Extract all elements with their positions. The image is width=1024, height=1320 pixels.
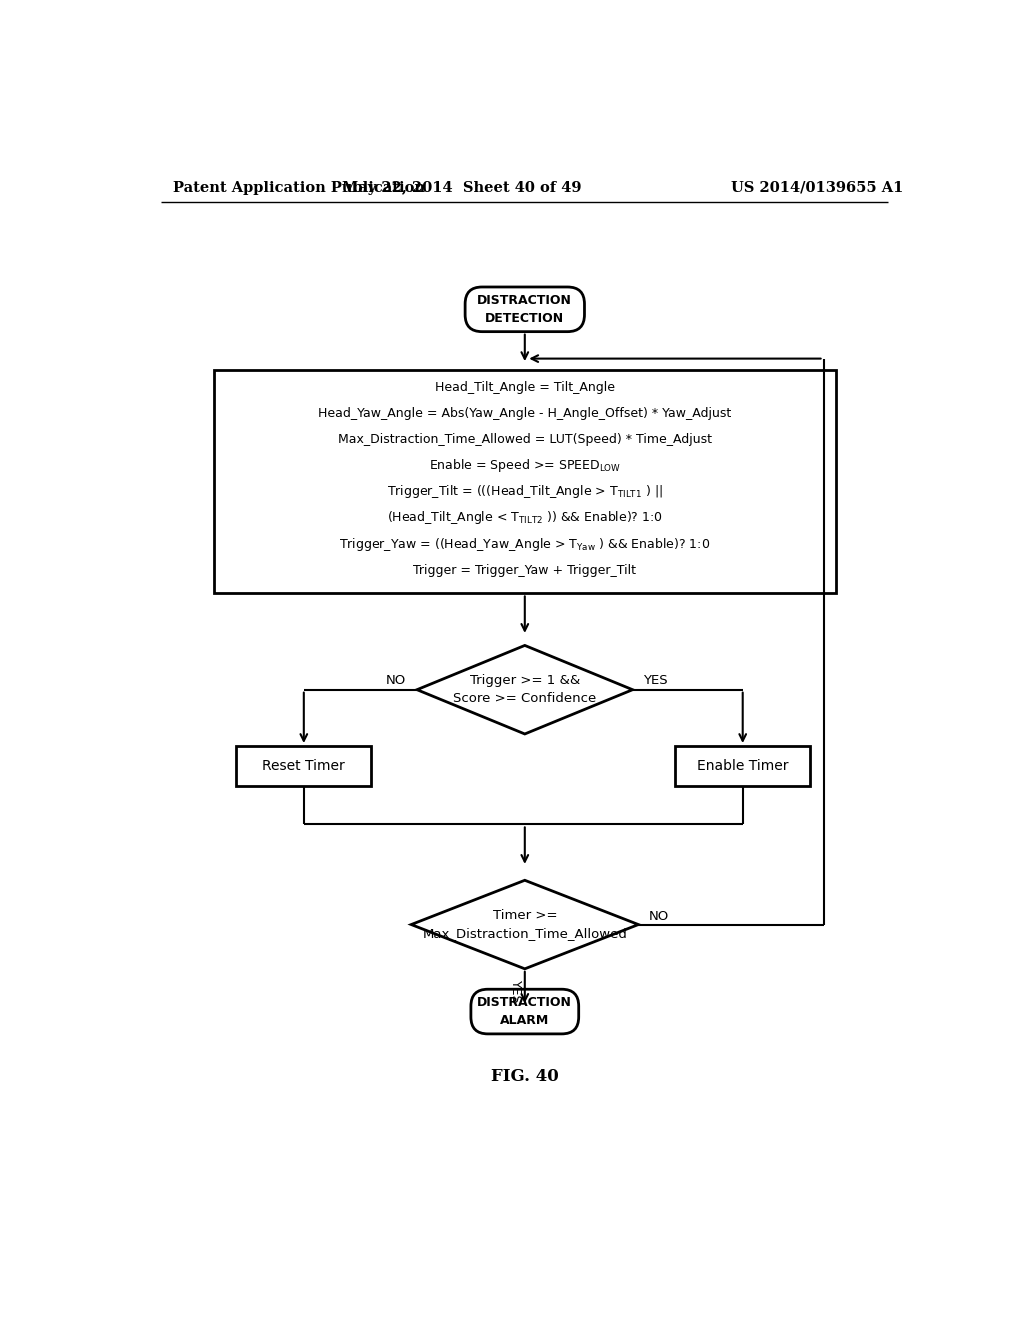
Polygon shape: [412, 880, 638, 969]
Text: (Head_Tilt_Angle < T$_{\mathregular{TILT2}}$ )) && Enable)? 1:0: (Head_Tilt_Angle < T$_{\mathregular{TILT…: [387, 510, 663, 527]
Text: Trigger = Trigger_Yaw + Trigger_Tilt: Trigger = Trigger_Yaw + Trigger_Tilt: [414, 564, 636, 577]
Text: Reset Timer: Reset Timer: [262, 759, 345, 774]
Text: Trigger >= 1 &&
Score >= Confidence: Trigger >= 1 && Score >= Confidence: [454, 675, 596, 705]
Text: Trigger_Tilt = (((Head_Tilt_Angle > T$_{\mathregular{TILT1}}$ ) ||: Trigger_Tilt = (((Head_Tilt_Angle > T$_{…: [387, 483, 663, 500]
Text: Timer >=
Max_Distraction_Time_Allowed: Timer >= Max_Distraction_Time_Allowed: [422, 909, 628, 940]
Text: Enable = Speed >= SPEED$_{\mathregular{LOW}}$: Enable = Speed >= SPEED$_{\mathregular{L…: [429, 457, 621, 474]
Text: Trigger_Yaw = ((Head_Yaw_Angle > T$_{\mathregular{Yaw}}$ ) && Enable)? 1:0: Trigger_Yaw = ((Head_Yaw_Angle > T$_{\ma…: [339, 536, 711, 553]
Bar: [676, 746, 810, 785]
Text: YES: YES: [509, 981, 522, 1005]
Text: Enable Timer: Enable Timer: [697, 759, 788, 774]
Text: Head_Tilt_Angle = Tilt_Angle: Head_Tilt_Angle = Tilt_Angle: [435, 380, 614, 393]
Bar: [214, 370, 836, 594]
Text: DISTRACTION
ALARM: DISTRACTION ALARM: [477, 997, 572, 1027]
Text: NO: NO: [649, 911, 670, 924]
Text: Max_Distraction_Time_Allowed = LUT(Speed) * Time_Adjust: Max_Distraction_Time_Allowed = LUT(Speed…: [338, 433, 712, 446]
FancyBboxPatch shape: [471, 989, 579, 1034]
Text: DISTRACTION
DETECTION: DISTRACTION DETECTION: [477, 294, 572, 325]
Text: Head_Yaw_Angle = Abs(Yaw_Angle - H_Angle_Offset) * Yaw_Adjust: Head_Yaw_Angle = Abs(Yaw_Angle - H_Angle…: [318, 407, 731, 420]
Polygon shape: [417, 645, 633, 734]
Bar: [237, 746, 371, 785]
Text: US 2014/0139655 A1: US 2014/0139655 A1: [731, 181, 903, 194]
FancyBboxPatch shape: [465, 286, 585, 331]
Text: Patent Application Publication: Patent Application Publication: [173, 181, 425, 194]
Text: NO: NO: [386, 675, 407, 686]
Text: May 22, 2014  Sheet 40 of 49: May 22, 2014 Sheet 40 of 49: [342, 181, 582, 194]
Text: FIG. 40: FIG. 40: [490, 1068, 559, 1085]
Text: YES: YES: [643, 675, 668, 686]
